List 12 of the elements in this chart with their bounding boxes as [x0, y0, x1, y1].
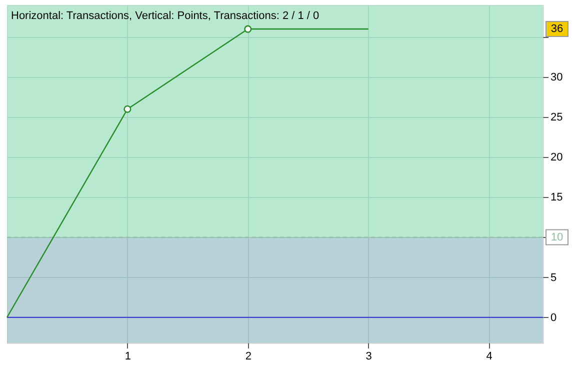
- annotation: 36: [550, 23, 564, 36]
- y-tick-label: 20: [550, 152, 563, 164]
- y-tick-label: 30: [550, 72, 563, 84]
- y-tick-label: 5: [550, 272, 557, 284]
- x-tick-label: 3: [366, 350, 372, 362]
- x-tick-label: 4: [486, 350, 492, 362]
- y-tick-label: 15: [550, 192, 563, 204]
- y-tick-label: 0: [550, 312, 557, 324]
- x-tick-label: 2: [245, 350, 252, 362]
- chart-title: Horizontal: Transactions, Vertical: Points, Transactions: 2 / 1 / 0: [11, 10, 320, 22]
- y-tick-label: 25: [550, 112, 563, 124]
- x-tick-label: 1: [124, 350, 132, 362]
